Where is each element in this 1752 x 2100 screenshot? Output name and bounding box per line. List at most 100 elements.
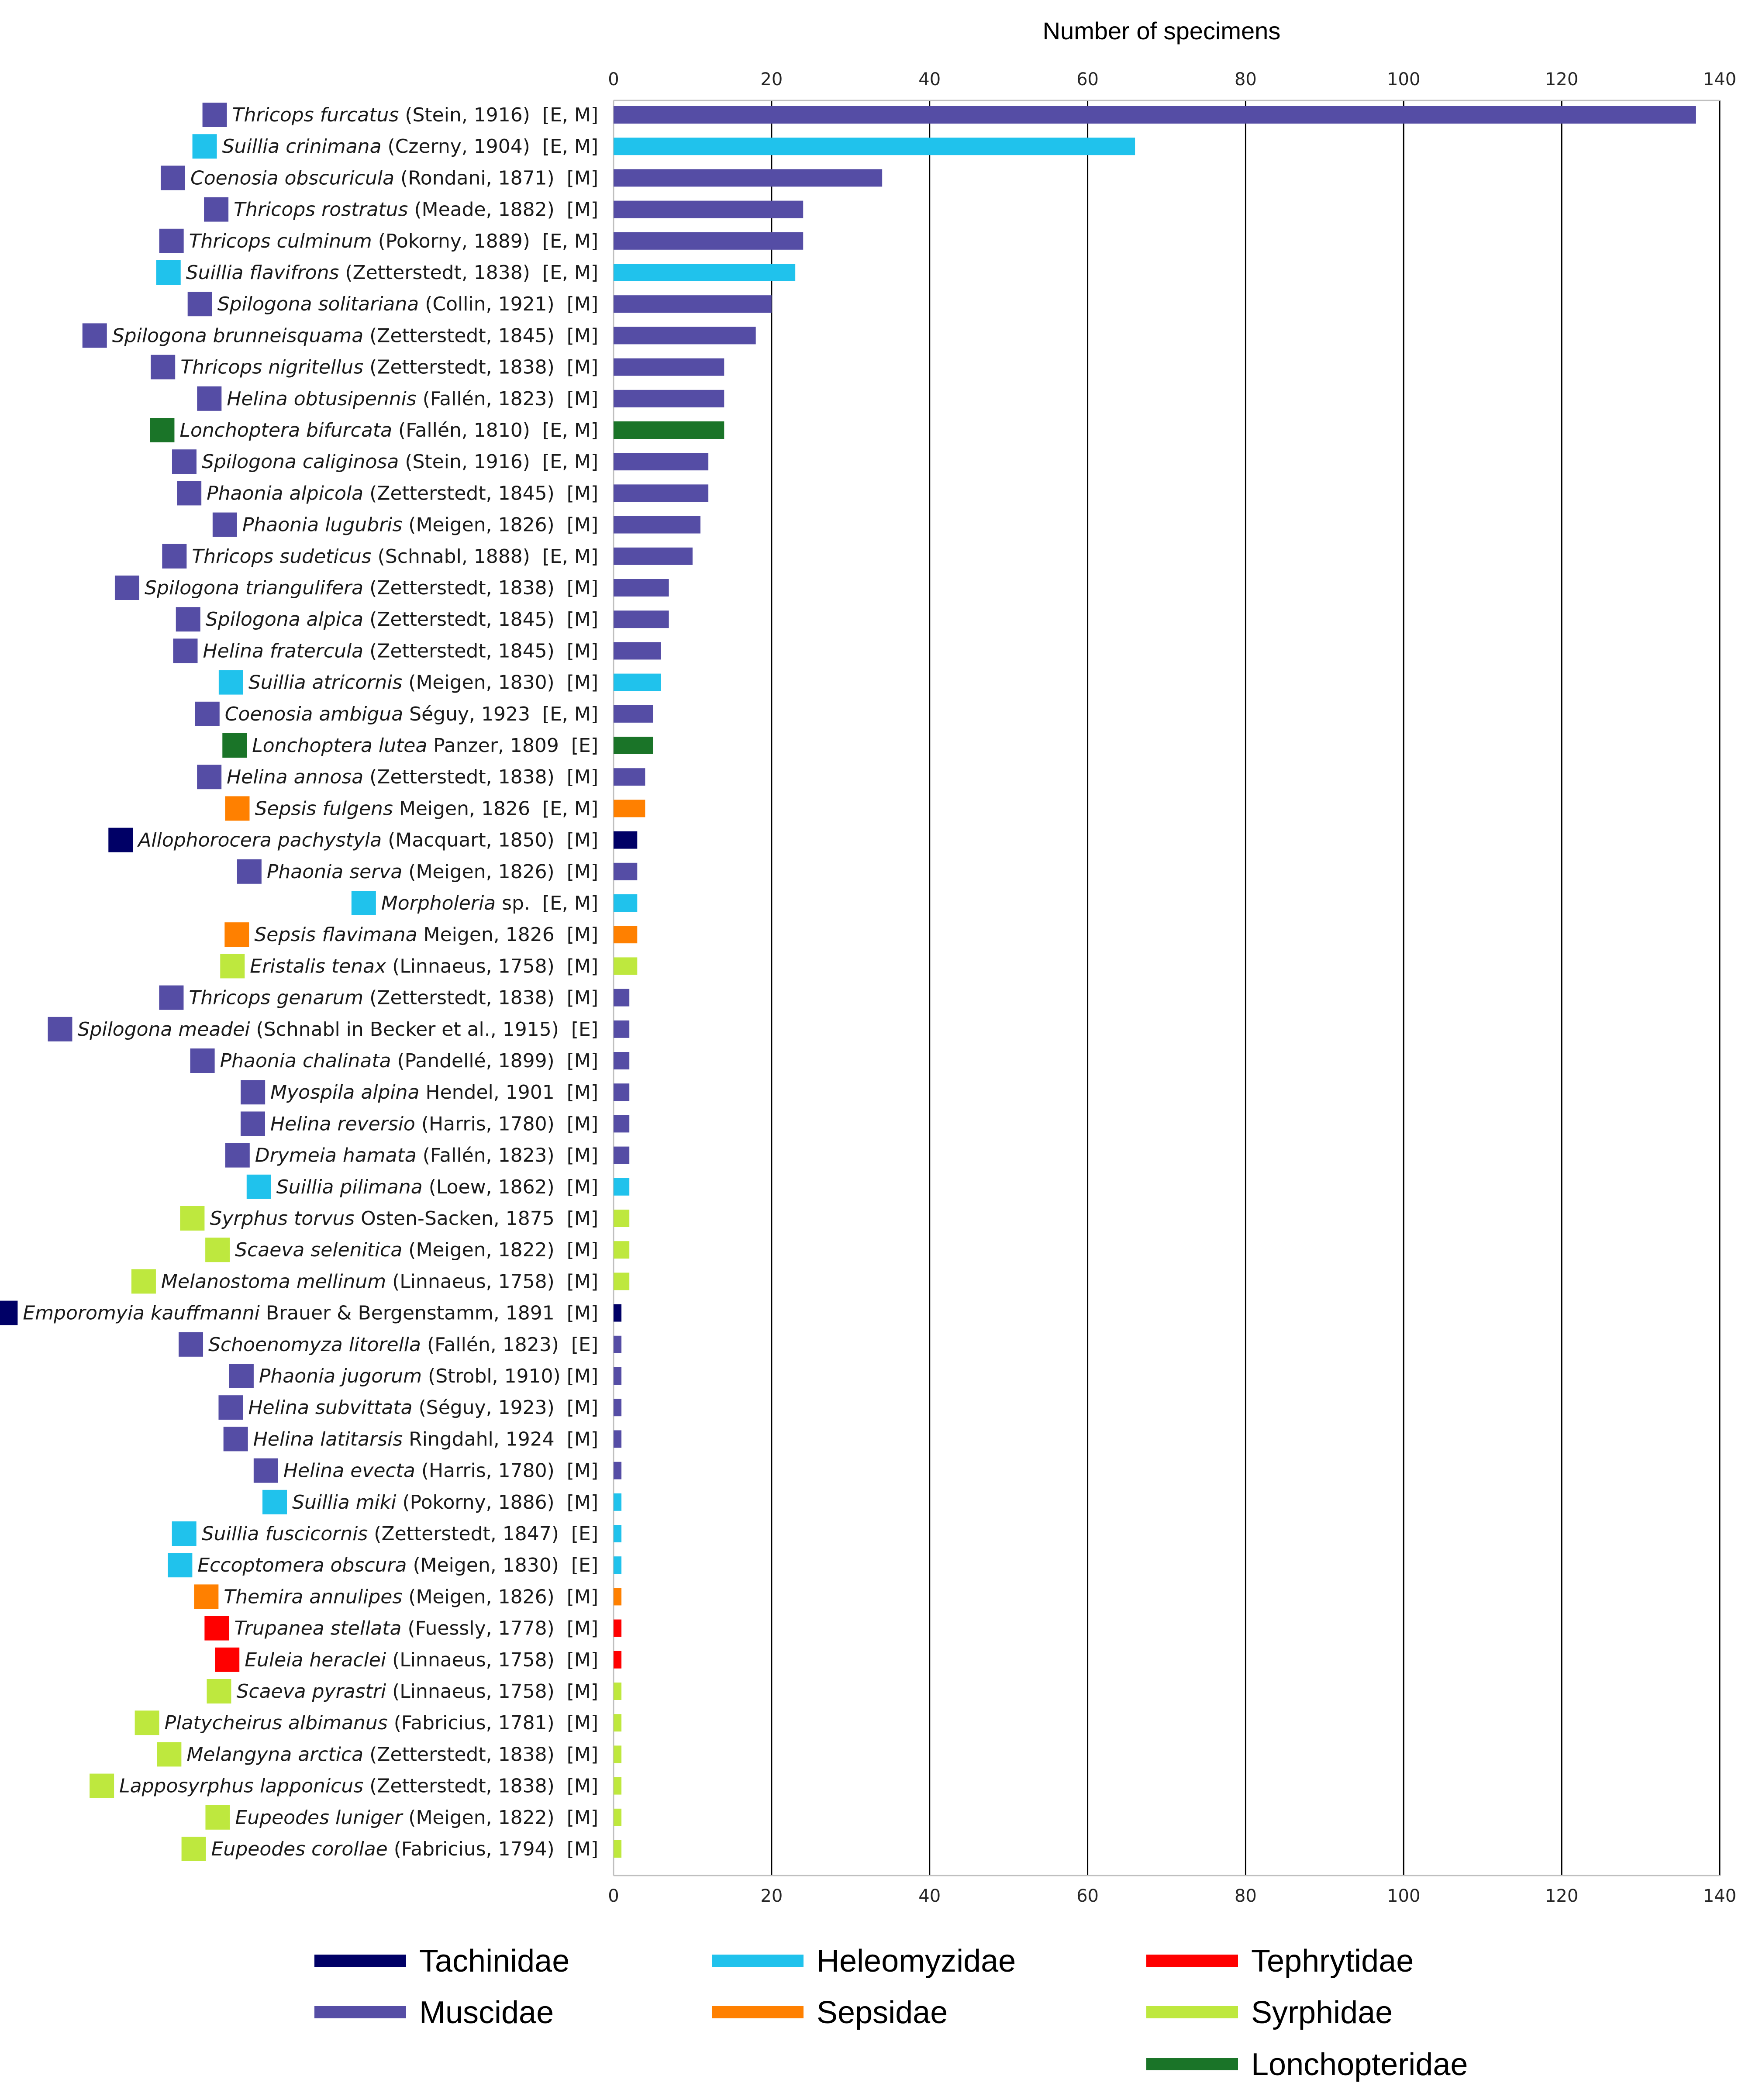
species-name: Thricops furcatus [232,104,399,126]
species-name: Suillia crinimana [222,135,382,158]
bar [614,1304,622,1322]
species-name: Lapposyrphus lapponicus [119,1775,363,1797]
species-name: Trupanea stellata [234,1617,401,1640]
species-author: (Meigen, 1830) [E] [407,1554,598,1576]
species-author: (Zetterstedt, 1838) [M] [363,987,598,1009]
species-author: (Meigen, 1830) [M] [402,672,598,694]
species-name: Drymeia hamata [255,1145,417,1167]
family-color-swatch [212,512,237,537]
tick-label-bottom: 0 [608,1886,619,1906]
bar [614,264,796,281]
family-color-swatch [172,1521,197,1546]
legend-swatch [1146,2058,1238,2070]
bar [614,1493,622,1511]
species-label: Thricops nigritellus (Zetterstedt, 1838)… [180,356,598,379]
bar [614,1083,630,1101]
tick-label-bottom: 40 [918,1886,941,1906]
family-color-swatch [225,796,250,821]
species-author: (Linnaeus, 1758) [M] [386,955,598,977]
species-name: Helina evecta [283,1460,415,1482]
bar [614,358,724,376]
species-author: (Meigen, 1826) [M] [402,514,598,536]
x-axis-title: Number of specimens [1043,17,1281,45]
bar [614,862,638,880]
species-label: Suillia flavifrons (Zetterstedt, 1838) [… [186,262,598,284]
legend: Tachinidae Muscidae Heleomyzidae Sepsidae Te… [314,1944,1468,2082]
species-author: (Czerny, 1904) [E, M] [382,135,598,158]
family-color-swatch [204,1616,229,1641]
species-name: Eupeodes luniger [235,1807,404,1829]
family-color-swatch [131,1269,156,1294]
species-name: Platycheirus albimanus [165,1712,388,1734]
species-label: Trupanea stellata (Fuessly, 1778) [M] [234,1617,598,1640]
species-name: Spilogona alpica [206,608,363,631]
legend-label: Sepsidae [817,1995,948,2030]
species-label: Eupeodes luniger (Meigen, 1822) [M] [235,1807,598,1829]
species-label: Helina annosa (Zetterstedt, 1838) [M] [227,766,598,788]
species-author: (Pandellé, 1899) [M] [391,1050,598,1072]
family-color-swatch [220,954,245,979]
bar [614,421,724,439]
bar [614,1399,622,1417]
species-name: Euleia heraclei [245,1649,386,1671]
species-label: Eristalis tenax (Linnaeus, 1758) [M] [250,955,598,977]
species-name: Suillia miki [292,1491,397,1514]
species-name: Phaonia chalinata [220,1050,391,1072]
bar [614,1430,622,1448]
family-color-swatch [224,922,249,947]
family-color-swatch [218,1395,243,1420]
species-author: (Meigen, 1822) [M] [402,1807,598,1829]
species-name: Eristalis tenax [250,955,386,977]
family-color-swatch [223,1427,248,1452]
tick-label-bottom: 20 [760,1886,783,1906]
species-name: Lonchoptera lutea [252,734,427,757]
species-author: (Fabricius, 1781) [M] [388,1712,598,1734]
species-author: Ringdahl, 1924 [M] [403,1428,598,1450]
bar [614,484,709,502]
tick-label-top: 100 [1387,69,1420,90]
species-name: Phaonia alpicola [207,482,363,504]
family-color-swatch [173,638,198,663]
family-color-swatch [159,228,184,253]
species-name: Schoenomyza litorella [208,1334,421,1356]
legend-label: Heleomyzidae [817,1944,1016,1979]
family-color-swatch [237,859,262,884]
species-name: Coenosia obscuricula [190,167,394,189]
family-color-swatch [90,1773,114,1798]
family-color-swatch [187,292,212,317]
species-author: Meigen, 1826 [M] [417,924,598,946]
species-author: (Pokorny, 1889) [E, M] [372,230,598,252]
legend-label: Lonchopteridae [1251,2047,1468,2082]
bar [614,1619,622,1637]
species-label: Allophorocera pachystyla (Macquart, 1850… [137,829,598,852]
species-author: (Pokorny, 1886) [M] [397,1491,599,1514]
species-name: Suillia fuscicornis [202,1523,368,1545]
family-color-swatch [192,134,217,159]
species-label: Coenosia obscuricula (Rondani, 1871) [M] [190,167,598,189]
tick-label-bottom: 80 [1235,1886,1257,1906]
species-name: Spilogona caliginosa [202,451,399,473]
bar [614,106,1696,124]
bar [614,295,772,313]
bar [614,516,701,534]
species-label: Spilogona meadei (Schnabl in Becker et a… [77,1018,598,1041]
bar [614,1241,630,1259]
species-label: Coenosia ambigua Séguy, 1923 [E, M] [225,703,598,725]
legend-label: Syrphidae [1251,1995,1393,2030]
species-author: (Stein, 1916) [E, M] [399,451,598,473]
species-author: (Rondani, 1871) [M] [394,167,598,189]
family-color-swatch [181,1837,206,1861]
species-label: Spilogona caliginosa (Stein, 1916) [E, M… [202,451,598,473]
species-author: (Zetterstedt, 1845) [M] [363,608,598,631]
species-author: (Meigen, 1826) [M] [402,1586,598,1608]
species-name: Thricops sudeticus [192,545,371,568]
bar [614,957,638,975]
family-color-swatch [160,166,185,190]
species-name: Thricops nigritellus [180,356,363,379]
species-name: Melangyna arctica [186,1743,363,1766]
tick-label-bottom: 140 [1703,1886,1736,1906]
species-author: (Zetterstedt, 1838) [M] [363,766,598,788]
family-color-swatch [114,576,139,600]
family-color-swatch [156,260,181,285]
species-author: (Macquart, 1850) [M] [382,829,598,852]
